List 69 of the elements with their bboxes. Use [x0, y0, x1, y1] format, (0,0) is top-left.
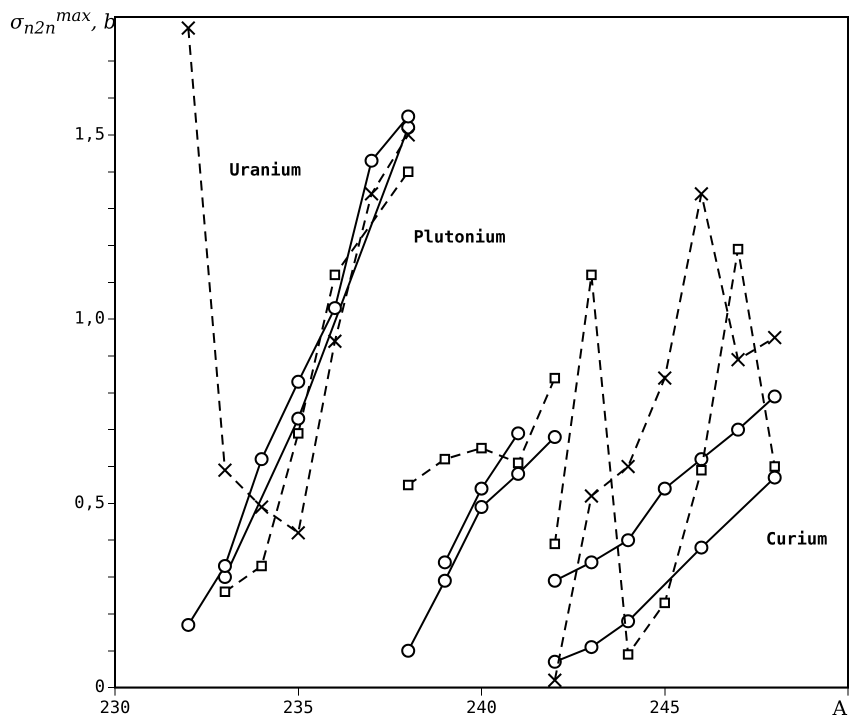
point: [550, 372, 560, 384]
point: [768, 470, 782, 485]
point: [622, 649, 634, 660]
point: [660, 598, 670, 608]
point: [694, 452, 708, 466]
x-tick-label: 240: [466, 698, 497, 718]
point: [218, 462, 232, 478]
point: [438, 574, 452, 588]
point: [474, 482, 488, 496]
point: [402, 480, 414, 490]
point: [440, 454, 450, 464]
annotation: Plutonium: [413, 228, 506, 248]
point: [586, 270, 597, 280]
point: [476, 442, 487, 454]
point: [621, 533, 636, 548]
point: [291, 374, 306, 389]
point: [584, 555, 598, 570]
point: [620, 459, 636, 474]
point: [180, 20, 196, 36]
x-tick-label: 230: [100, 698, 130, 718]
point: [328, 301, 342, 316]
point: [254, 500, 269, 514]
y-tick-label: 0,5: [74, 492, 105, 513]
point: [694, 186, 709, 202]
x-tick-label: 235: [282, 698, 314, 718]
point: [220, 586, 230, 598]
point: [256, 560, 267, 572]
point: [218, 559, 232, 574]
x-axis-title: A: [832, 696, 847, 720]
y-tick-label: 1,0: [74, 308, 105, 329]
point: [732, 244, 744, 254]
point: [438, 555, 452, 570]
x-tick-label: 245: [649, 698, 680, 718]
point: [330, 270, 340, 280]
point: [512, 458, 524, 468]
point: [401, 109, 416, 124]
point: [511, 466, 526, 481]
point: [548, 574, 562, 588]
point: [547, 672, 562, 688]
point: [548, 654, 562, 669]
point: [696, 464, 707, 476]
point: [694, 540, 708, 555]
point: [291, 412, 306, 426]
point: [767, 330, 782, 345]
point: [293, 428, 304, 439]
point: [364, 186, 379, 202]
point: [181, 618, 196, 632]
point: [548, 430, 562, 444]
point: [657, 370, 672, 386]
point: [584, 488, 599, 504]
point: [730, 352, 746, 368]
point: [658, 482, 672, 496]
point: [290, 525, 306, 540]
y-tick-label: 1,5: [74, 124, 105, 144]
point: [511, 426, 526, 440]
point: [769, 461, 780, 472]
point: [768, 390, 782, 404]
point: [474, 500, 488, 514]
point: [731, 422, 746, 437]
point: [328, 334, 342, 349]
point: [364, 154, 379, 168]
annotation: Curium: [766, 529, 828, 550]
y-tick-label: 0: [94, 677, 105, 698]
point: [584, 640, 598, 654]
point: [254, 452, 269, 466]
point: [550, 538, 560, 550]
point: [402, 166, 414, 177]
point: [401, 644, 416, 658]
annotation: Uranium: [229, 160, 302, 181]
